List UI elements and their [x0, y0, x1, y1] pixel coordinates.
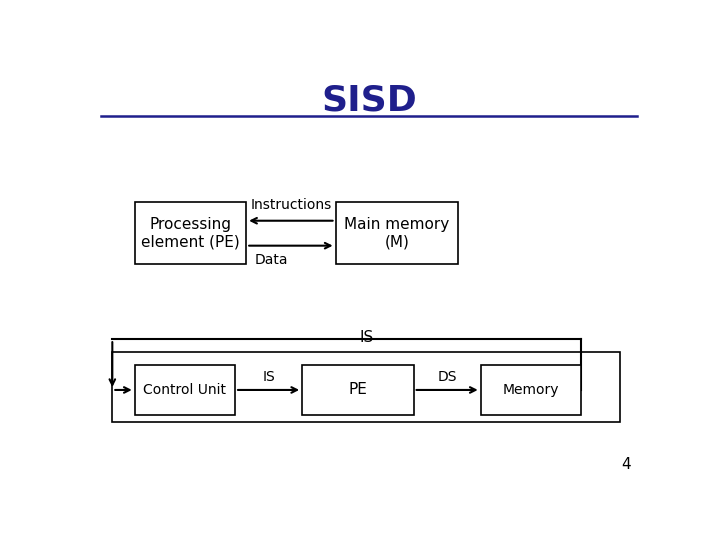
FancyBboxPatch shape — [135, 202, 246, 265]
Text: PE: PE — [348, 382, 367, 397]
FancyBboxPatch shape — [112, 352, 620, 422]
Text: Processing
element (PE): Processing element (PE) — [141, 217, 240, 249]
Text: Instructions: Instructions — [251, 198, 331, 212]
FancyBboxPatch shape — [135, 365, 235, 415]
Text: DS: DS — [437, 370, 457, 384]
Text: SISD: SISD — [321, 83, 417, 117]
FancyBboxPatch shape — [302, 365, 414, 415]
Text: IS: IS — [262, 370, 275, 384]
Text: Data: Data — [255, 253, 288, 267]
Text: 4: 4 — [621, 457, 631, 472]
Text: Memory: Memory — [503, 383, 559, 397]
Text: IS: IS — [359, 330, 374, 346]
Text: Main memory
(M): Main memory (M) — [344, 217, 449, 249]
Text: Control Unit: Control Unit — [143, 383, 226, 397]
FancyBboxPatch shape — [336, 202, 459, 265]
FancyBboxPatch shape — [481, 365, 581, 415]
